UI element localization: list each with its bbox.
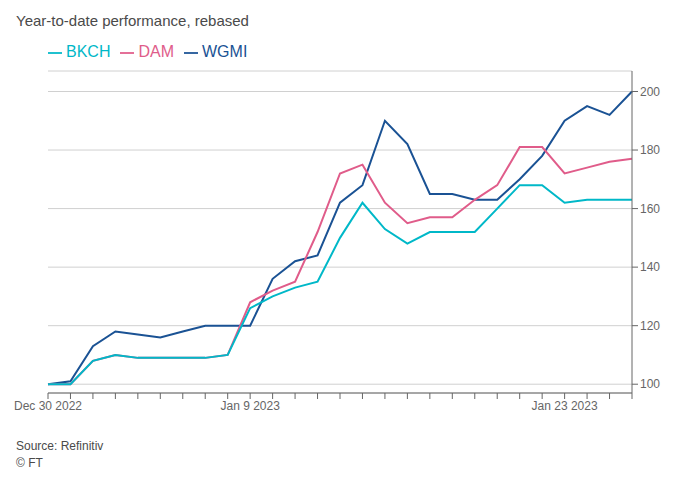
html-text:DAM: DAM xyxy=(138,43,174,60)
svg-text:Jan 9 2023: Jan 9 2023 xyxy=(220,399,280,413)
svg-text:200: 200 xyxy=(640,85,660,99)
svg-text:Jan 23 2023: Jan 23 2023 xyxy=(532,399,598,413)
svg-text:160: 160 xyxy=(640,202,660,216)
html-text:WGMI: WGMI xyxy=(202,43,248,60)
html-text:Source: Refinitiv: Source: Refinitiv xyxy=(16,439,104,453)
svg-text:100: 100 xyxy=(640,377,660,391)
svg-text:140: 140 xyxy=(640,260,660,274)
html-text:Year-to-date performance, reba: Year-to-date performance, rebased xyxy=(16,12,249,29)
html-text:BKCH: BKCH xyxy=(66,43,111,60)
html-text:© FT: © FT xyxy=(16,456,43,470)
svg-text:Dec 30 2022: Dec 30 2022 xyxy=(14,399,82,413)
svg-text:180: 180 xyxy=(640,143,660,157)
svg-text:120: 120 xyxy=(640,319,660,333)
